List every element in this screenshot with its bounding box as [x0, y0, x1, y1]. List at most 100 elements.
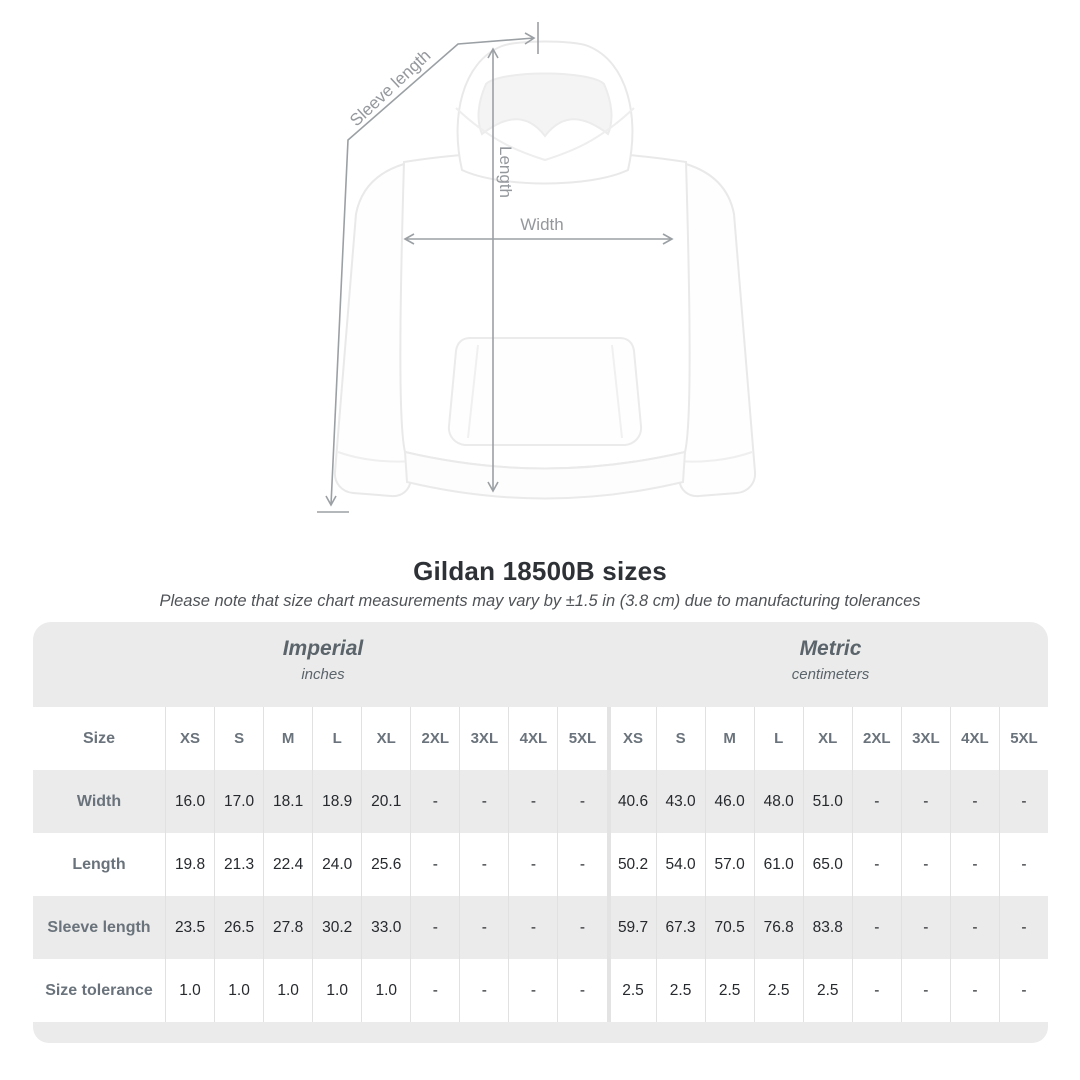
size-col-header-metric-m: M — [704, 707, 754, 770]
value-cell: 43.0 — [655, 770, 705, 833]
value-cell: 1.0 — [361, 959, 411, 1022]
value-cell: - — [410, 770, 460, 833]
value-cell: - — [557, 770, 607, 833]
value-cell: 30.2 — [312, 896, 362, 959]
value-cell: - — [410, 833, 460, 896]
value-cell: 2.5 — [655, 959, 705, 1022]
size-table: Imperial inches Metric centimeters Size X… — [33, 622, 1048, 1043]
value-cell: 61.0 — [753, 833, 803, 896]
tolerance-note: Please note that size chart measurements… — [159, 592, 921, 610]
size-col-header-imperial-2xl: 2XL — [410, 707, 460, 770]
value-cell: 57.0 — [704, 833, 754, 896]
value-cell: 22.4 — [263, 833, 313, 896]
length-arrow — [487, 47, 499, 493]
value-cell: 67.3 — [655, 896, 705, 959]
size-col-header-metric-2xl: 2XL — [851, 707, 901, 770]
page-title: Gildan 18500B sizes — [413, 556, 667, 586]
value-cell: - — [949, 770, 999, 833]
value-cell: 19.8 — [165, 833, 215, 896]
imperial-unit-label: inches — [301, 666, 345, 683]
row-label: Sleeve length — [33, 896, 165, 959]
value-cell: 65.0 — [802, 833, 852, 896]
value-cell: 83.8 — [802, 896, 852, 959]
value-cell: - — [900, 833, 950, 896]
hoodie-size-diagram: Sleeve length Length Width — [317, 22, 757, 513]
table-header-band: Imperial inches Metric centimeters — [33, 622, 1048, 707]
size-col-header-metric-5xl: 5XL — [998, 707, 1048, 770]
value-cell: 2.5 — [704, 959, 754, 1022]
size-col-header-imperial-5xl: 5XL — [557, 707, 607, 770]
value-cell: - — [998, 896, 1048, 959]
value-cell: 46.0 — [704, 770, 754, 833]
table-footer-band — [33, 1022, 1048, 1043]
value-cell: - — [900, 896, 950, 959]
sleeve-length-arrow — [317, 22, 539, 513]
value-cell: 40.6 — [606, 770, 656, 833]
value-cell: 18.1 — [263, 770, 313, 833]
value-cell: - — [949, 959, 999, 1022]
value-cell: 2.5 — [802, 959, 852, 1022]
value-cell: 51.0 — [802, 770, 852, 833]
value-cell: 59.7 — [606, 896, 656, 959]
row-label: Length — [33, 833, 165, 896]
value-cell: 2.5 — [753, 959, 803, 1022]
value-cell: - — [459, 959, 509, 1022]
metric-section-header: Metric centimeters — [613, 622, 1048, 683]
value-cell: - — [508, 896, 558, 959]
value-cell: - — [557, 959, 607, 1022]
value-cell: 18.9 — [312, 770, 362, 833]
value-cell: - — [900, 959, 950, 1022]
value-cell: 1.0 — [312, 959, 362, 1022]
row-label: Width — [33, 770, 165, 833]
value-cell: - — [851, 959, 901, 1022]
value-cell: - — [949, 833, 999, 896]
size-col-header-imperial-xs: XS — [165, 707, 215, 770]
value-cell: - — [851, 896, 901, 959]
value-cell: - — [949, 896, 999, 959]
value-cell: 21.3 — [214, 833, 264, 896]
value-cell: - — [851, 770, 901, 833]
sleeve-length-label: Sleeve length — [346, 46, 434, 130]
value-cell: - — [459, 833, 509, 896]
value-cell: - — [508, 959, 558, 1022]
size-col-header-metric-4xl: 4XL — [949, 707, 999, 770]
size-table-grid: Size XS S M L XL 2XL 3XL 4XL 5XL XS S M L XL 2XL 3XL 4XL 5… — [33, 707, 1048, 1022]
imperial-heading: Imperial — [282, 637, 364, 660]
size-col-header-metric-s: S — [655, 707, 705, 770]
hoodie-illustration — [333, 40, 757, 500]
value-cell: - — [459, 896, 509, 959]
value-cell: 20.1 — [361, 770, 411, 833]
value-cell: 1.0 — [165, 959, 215, 1022]
value-cell: 1.0 — [263, 959, 313, 1022]
length-label: Length — [496, 146, 515, 198]
metric-heading: Metric — [799, 637, 862, 660]
value-cell: 54.0 — [655, 833, 705, 896]
value-cell: - — [998, 770, 1048, 833]
value-cell: 27.8 — [263, 896, 313, 959]
value-cell: - — [900, 770, 950, 833]
value-cell: - — [459, 770, 509, 833]
width-arrow — [403, 233, 674, 245]
size-col-header-imperial-xl: XL — [361, 707, 411, 770]
size-col-header-imperial-l: L — [312, 707, 362, 770]
size-col-header-metric-3xl: 3XL — [900, 707, 950, 770]
size-col-header-metric-xs: XS — [606, 707, 656, 770]
value-cell: 23.5 — [165, 896, 215, 959]
size-col-header-metric-l: L — [753, 707, 803, 770]
value-cell: 76.8 — [753, 896, 803, 959]
size-col-header-imperial-s: S — [214, 707, 264, 770]
value-cell: 2.5 — [606, 959, 656, 1022]
value-cell: 24.0 — [312, 833, 362, 896]
value-cell: 1.0 — [214, 959, 264, 1022]
size-col-header-metric-xl: XL — [802, 707, 852, 770]
value-cell: 17.0 — [214, 770, 264, 833]
value-cell: 70.5 — [704, 896, 754, 959]
value-cell: 33.0 — [361, 896, 411, 959]
value-cell: - — [410, 959, 460, 1022]
value-cell: 16.0 — [165, 770, 215, 833]
value-cell: - — [998, 959, 1048, 1022]
value-cell: - — [508, 770, 558, 833]
value-cell: 26.5 — [214, 896, 264, 959]
size-col-header-imperial-4xl: 4XL — [508, 707, 558, 770]
value-cell: - — [851, 833, 901, 896]
